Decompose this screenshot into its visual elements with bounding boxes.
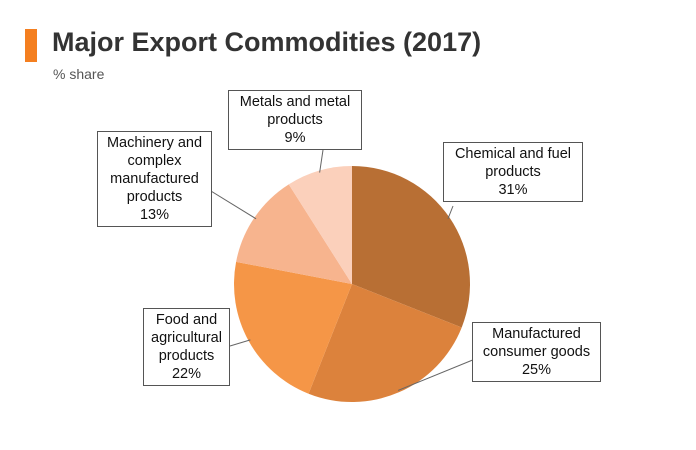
label-chemical-fuel: Chemical and fuel products 31%: [443, 142, 583, 202]
pie-slice-food-agricultural: [233, 261, 352, 394]
leader-line-food-agricultural: [229, 339, 251, 347]
label-metals-name: Metals and metal products: [239, 94, 351, 128]
leader-line-metals: [319, 149, 324, 173]
label-manufactured-consumer-value: 25%: [521, 362, 552, 378]
pie-slice-metals: [288, 166, 352, 284]
leader-line-manufactured-consumer: [397, 356, 481, 391]
label-chemical-fuel-value: 31%: [498, 182, 528, 198]
pie-slice-chemical-fuel: [352, 166, 470, 328]
pie-slice-manufactured-consumer: [308, 284, 462, 402]
title-accent-bar: [25, 29, 37, 62]
leader-line-chemical-fuel: [447, 205, 454, 219]
label-manufactured-consumer-name: Manufactured consumer goods: [482, 326, 591, 360]
label-chemical-fuel-name: Chemical and fuel products: [454, 146, 572, 180]
label-machinery-complex-name: Machinery and complex manufactured produ…: [106, 135, 203, 205]
chart-subtitle: % share: [53, 66, 105, 82]
pie-slice-machinery-complex: [236, 184, 352, 284]
label-machinery-complex-value: 13%: [139, 207, 170, 223]
label-metals: Metals and metal products 9%: [228, 90, 362, 150]
label-food-agricultural-name: Food and agricultural products: [151, 312, 222, 364]
chart-title: Major Export Commodities (2017): [52, 27, 482, 57]
label-food-agricultural-value: 22%: [171, 366, 202, 382]
label-machinery-complex: Machinery and complex manufactured produ…: [97, 131, 212, 227]
label-metals-value: 9%: [284, 130, 306, 146]
label-manufactured-consumer: Manufactured consumer goods 25%: [472, 322, 601, 382]
label-food-agricultural: Food and agricultural products 22%: [143, 308, 230, 386]
